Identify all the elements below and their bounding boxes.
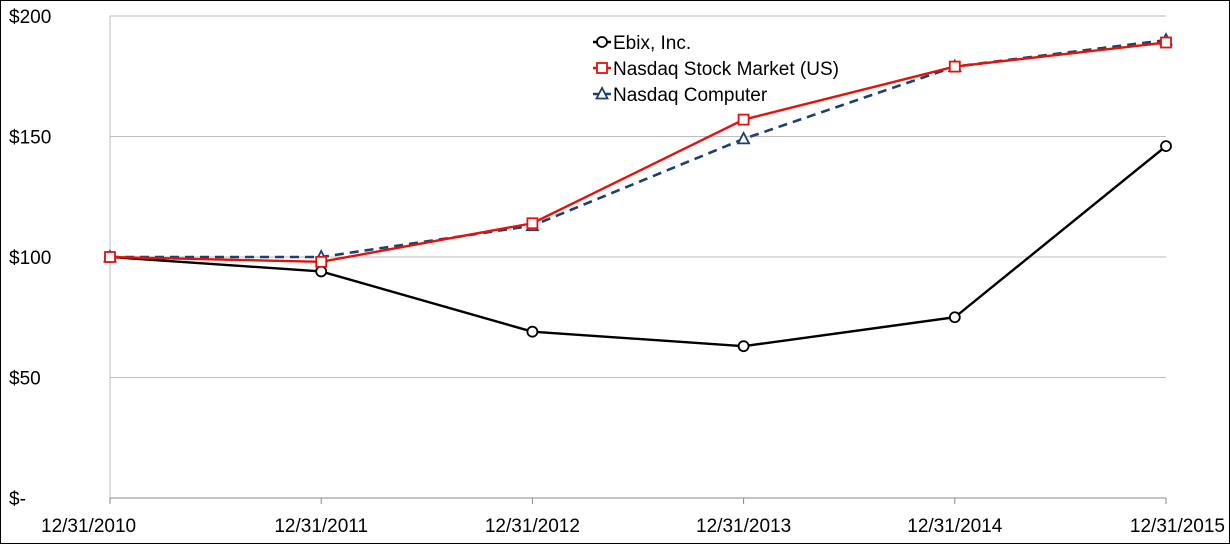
x-tick-label: 12/31/2012 <box>485 516 580 537</box>
ebix-inc-point <box>526 325 539 338</box>
y-tick-label: $100 <box>9 248 51 269</box>
y-tick-label: $50 <box>9 369 41 390</box>
legend-nasdaq-stock-market-us-label: Nasdaq Stock Market (US) <box>613 59 839 80</box>
nasdaq-stock-market-us-point <box>948 60 961 73</box>
ebix-inc-point <box>1160 140 1172 153</box>
x-tick-label: 12/31/2011 <box>274 516 368 537</box>
nasdaq-stock-market-us-point <box>104 251 116 263</box>
legend-ebix-inc-label: Ebix, Inc. <box>613 33 691 54</box>
y-tick-label: $- <box>9 489 26 510</box>
ebix-inc-line <box>109 145 1167 348</box>
x-tick-label: 12/31/2010 <box>41 516 136 537</box>
x-tick-label: 12/31/2013 <box>696 516 791 537</box>
nasdaq-stock-market-us-point <box>737 113 750 126</box>
nasdaq-stock-market-us-line <box>109 41 1167 264</box>
legend-ebix-inc-point <box>596 36 608 48</box>
y-tick-label: $150 <box>9 128 51 149</box>
nasdaq-stock-market-us-point <box>526 217 539 230</box>
x-tick-label: 12/31/2015 <box>1130 516 1225 537</box>
legend-nasdaq-computer-point <box>595 86 609 100</box>
y-tick-label: $200 <box>9 7 51 28</box>
legend-nasdaq-computer-label: Nasdaq Computer <box>613 85 768 106</box>
ebix-inc-point <box>315 265 328 278</box>
x-tick-label: 12/31/2014 <box>907 516 1003 537</box>
legend-nasdaq-stock-market-us-point <box>596 62 608 74</box>
nasdaq-computer-point <box>736 130 751 145</box>
nasdaq-stock-market-us-point <box>1160 36 1172 49</box>
nasdaq-stock-market-us-point <box>315 255 328 268</box>
ebix-inc-point <box>948 311 961 324</box>
ebix-inc-point <box>737 340 750 353</box>
